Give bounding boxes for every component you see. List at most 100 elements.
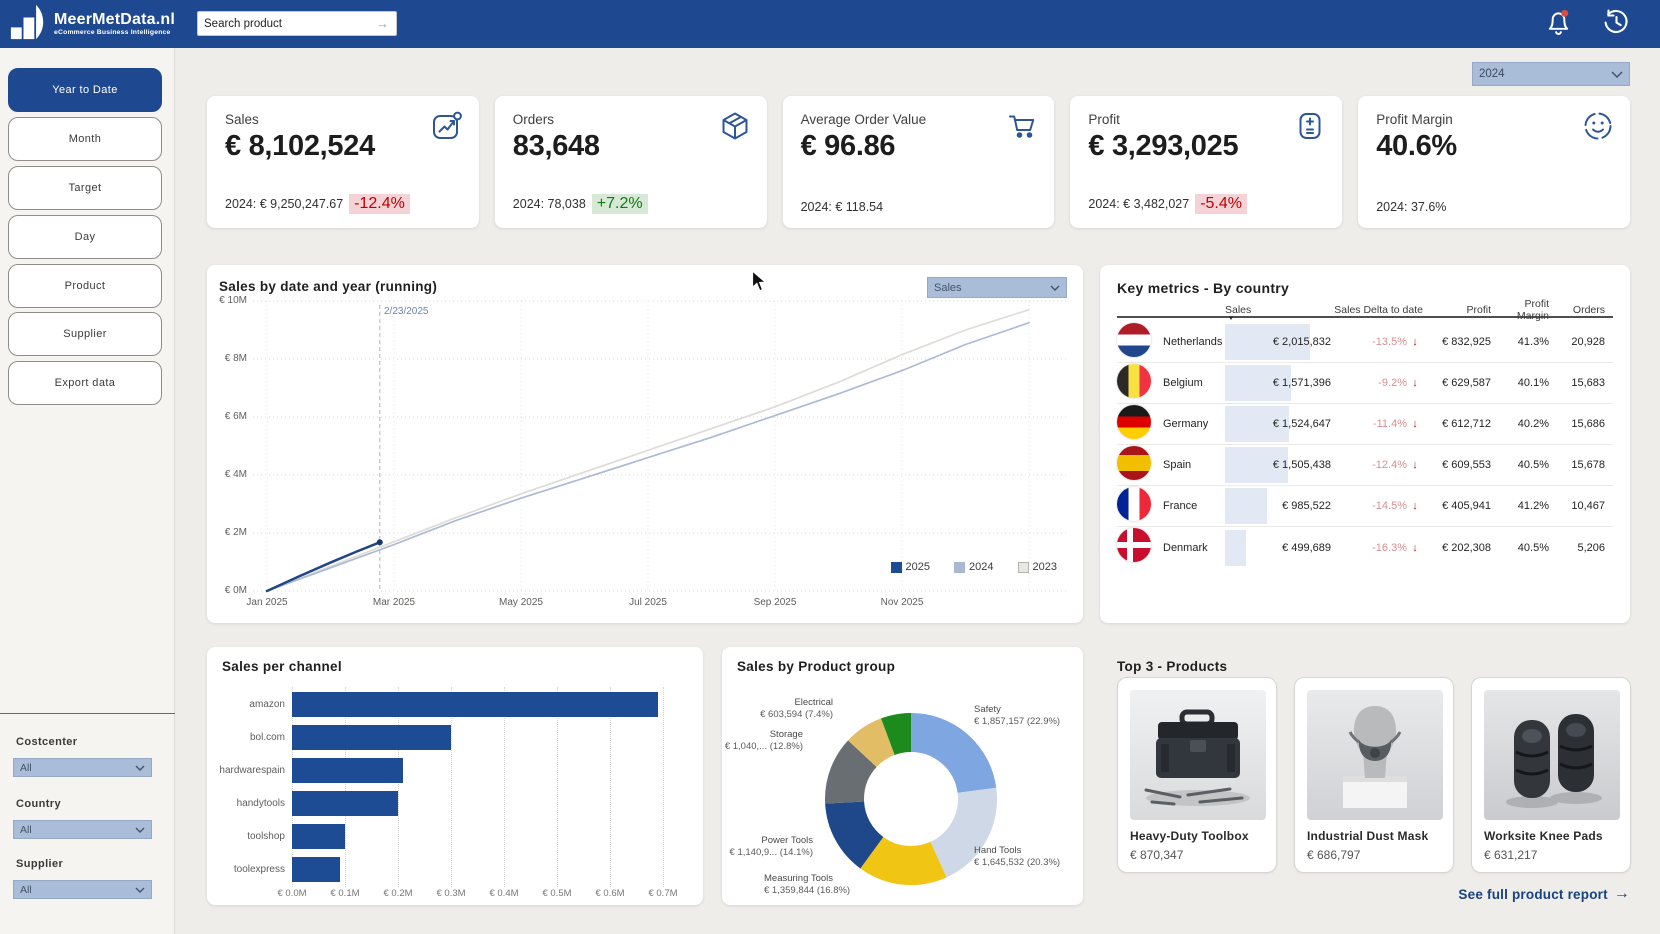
legend-item-2023[interactable]: 2023	[1017, 561, 1057, 573]
supplier-filter-dropdown[interactable]: All	[13, 880, 152, 899]
y-axis-tick: € 2M	[224, 527, 247, 538]
top-products-section: Top 3 - Products Heavy-Duty Toolbox € 87…	[1100, 647, 1631, 917]
y-axis-tick: € 0M	[224, 585, 247, 596]
down-arrow-icon: ↓	[1412, 377, 1418, 389]
gridline	[610, 687, 611, 887]
sales-value: € 1,524,647	[1272, 418, 1331, 430]
column-header-sales-delta[interactable]: Sales Delta to date	[1334, 304, 1423, 316]
cart-icon	[1006, 110, 1038, 147]
supplier-filter-value: All	[20, 883, 32, 896]
table-row-denmark[interactable]: Denmark € 499,689 -16.3% ↓ € 202,308 40.…	[1117, 527, 1613, 568]
line-chart-plot[interactable]	[207, 265, 1083, 623]
kpi-value: € 3,293,025	[1088, 130, 1239, 162]
donut-label-storage: Storage € 1,040,... (12.8%)	[724, 729, 803, 752]
column-header-orders[interactable]: Orders	[1572, 304, 1605, 316]
gridline	[663, 687, 664, 887]
sidebar-item-day[interactable]: Day	[8, 215, 162, 259]
belgium-flag-icon	[1117, 363, 1151, 398]
profit-value: € 202,308	[1442, 541, 1491, 554]
channel-bar[interactable]	[292, 692, 658, 717]
knee-pads-photo	[1484, 690, 1620, 820]
gridline	[345, 687, 346, 887]
x-axis-tick: € 0.3M	[436, 888, 466, 899]
search-box[interactable]: →	[197, 11, 397, 36]
column-header-profit-margin[interactable]: Profit Margin	[1516, 298, 1549, 322]
channel-label: hardwarespain	[219, 765, 285, 776]
year-selector-dropdown[interactable]: 2024	[1472, 62, 1630, 86]
channel-bar[interactable]	[292, 725, 451, 750]
country-filter-dropdown[interactable]: All	[13, 820, 152, 839]
column-header-profit[interactable]: Profit	[1466, 304, 1491, 316]
channel-bar[interactable]	[292, 857, 340, 882]
table-row-spain[interactable]: Spain € 1,505,438 -12.4% ↓ € 609,553 40.…	[1117, 445, 1613, 486]
sales-delta-value: -14.5%	[1372, 500, 1407, 512]
channel-bar[interactable]	[292, 758, 403, 783]
legend-swatch	[1017, 561, 1029, 573]
kpi-compare: 2024: 37.6%	[1376, 200, 1447, 214]
history-icon[interactable]	[1602, 8, 1630, 43]
kpi-card-orders: Orders 83,648 2024: 78,038 +7.2%	[494, 96, 767, 228]
channel-bar[interactable]	[292, 791, 398, 816]
sidebar-item-product[interactable]: Product	[8, 264, 162, 308]
kpi-title: Orders	[512, 112, 555, 127]
table-row-belgium[interactable]: Belgium € 1,571,396 -9.2% ↓ € 629,587 40…	[1117, 363, 1613, 404]
sales-by-date-chart-card: Sales by date and year (running) Sales €…	[207, 265, 1083, 623]
sort-descending-icon: ▼	[1228, 316, 1234, 322]
sales-value: € 499,689	[1282, 541, 1331, 554]
smiley-icon	[1582, 110, 1614, 147]
orders-value: 10,467	[1571, 500, 1605, 512]
orders-value: 20,928	[1571, 336, 1605, 348]
sales-value: € 1,571,396	[1272, 377, 1331, 389]
kpi-delta-badge: +7.2%	[591, 194, 648, 214]
x-axis-tick: Mar 2025	[372, 597, 416, 608]
product-value: € 686,797	[1307, 848, 1361, 862]
country-filter-label: Country	[16, 798, 61, 810]
product-name: Heavy-Duty Toolbox	[1130, 829, 1249, 843]
key-metrics-table-card: Key metrics - By country Sales ▼ Sales D…	[1100, 265, 1630, 623]
orders-value: 15,678	[1571, 459, 1605, 471]
down-arrow-icon: ↓	[1412, 418, 1418, 430]
gridline	[398, 687, 399, 887]
measure-selector-dropdown[interactable]: Sales	[927, 277, 1067, 298]
sales-value: € 1,505,438	[1272, 459, 1331, 471]
profit-margin-value: 41.3%	[1517, 336, 1549, 348]
year-selector-value: 2024	[1479, 68, 1505, 80]
costcenter-filter-dropdown[interactable]: All	[13, 758, 152, 777]
country-label: Spain	[1163, 459, 1192, 471]
kpi-row: Sales € 8,102,524 2024: € 9,250,247.67 -…	[207, 96, 1630, 228]
measure-selector-value: Sales	[934, 281, 962, 294]
table-body: Netherlands € 2,015,832 -13.5% ↓ € 832,9…	[1117, 322, 1613, 568]
full-product-report-link[interactable]: See full product report →	[1458, 885, 1630, 902]
chevron-down-icon	[1050, 285, 1060, 291]
sales-delta-value: -9.2%	[1378, 377, 1407, 389]
notifications-bell-icon[interactable]	[1545, 8, 1572, 43]
channel-label: toolexpress	[233, 864, 285, 875]
column-header-sales[interactable]: Sales ▼	[1225, 304, 1252, 322]
table-row-germany[interactable]: Germany € 1,524,647 -11.4% ↓ € 612,712 4…	[1117, 404, 1613, 445]
brand-logo: MeerMetData.nl eCommerce Business Intell…	[10, 3, 175, 46]
donut-chart[interactable]	[722, 647, 1083, 905]
sidebar-item-year-to-date[interactable]: Year to Date	[8, 68, 162, 112]
country-label: Netherlands	[1163, 336, 1223, 348]
sidebar-item-month[interactable]: Month	[8, 117, 162, 161]
sales-data-bar	[1225, 365, 1291, 401]
sidebar-item-supplier[interactable]: Supplier	[8, 312, 162, 356]
sidebar-item-export-data[interactable]: Export data	[8, 361, 162, 405]
product-card-worksite-knee-pads[interactable]: Worksite Knee Pads € 631,217	[1471, 677, 1631, 873]
table-row-netherlands[interactable]: Netherlands € 2,015,832 -13.5% ↓ € 832,9…	[1117, 322, 1613, 363]
product-card-heavy-duty-toolbox[interactable]: Heavy-Duty Toolbox € 870,347	[1117, 677, 1277, 873]
sidebar-item-target[interactable]: Target	[8, 166, 162, 210]
product-card-industrial-dust-mask[interactable]: Industrial Dust Mask € 686,797	[1294, 677, 1454, 873]
orders-value: 5,206	[1577, 541, 1605, 554]
top-bar: MeerMetData.nl eCommerce Business Intell…	[0, 0, 1660, 48]
legend-item-2025[interactable]: 2025	[890, 561, 930, 573]
bar-chart-gridlines	[207, 687, 703, 887]
chevron-down-icon	[1611, 70, 1623, 78]
channel-bar[interactable]	[292, 824, 345, 849]
legend-item-2024[interactable]: 2024	[954, 561, 994, 573]
search-submit-arrow-icon[interactable]: →	[376, 16, 389, 31]
search-input[interactable]	[198, 17, 376, 30]
kpi-card-profit: Profit € 3,293,025 2024: € 3,482,027 -5.…	[1070, 96, 1343, 228]
donut-label-measuring-tools: Measuring Tools € 1,359,844 (16.8%)	[764, 873, 851, 896]
table-row-france[interactable]: France € 985,522 -14.5% ↓ € 405,941 41.2…	[1117, 486, 1613, 527]
